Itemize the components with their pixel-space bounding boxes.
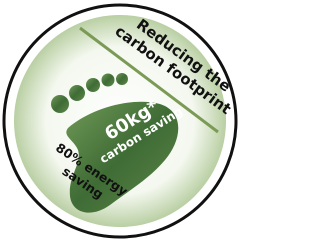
toe xyxy=(102,74,115,87)
badge: Reducing the carbon footprint 60kg* carb… xyxy=(0,0,241,243)
toe xyxy=(86,78,100,92)
toe xyxy=(69,85,85,101)
toe xyxy=(51,95,69,113)
toe xyxy=(116,73,128,85)
